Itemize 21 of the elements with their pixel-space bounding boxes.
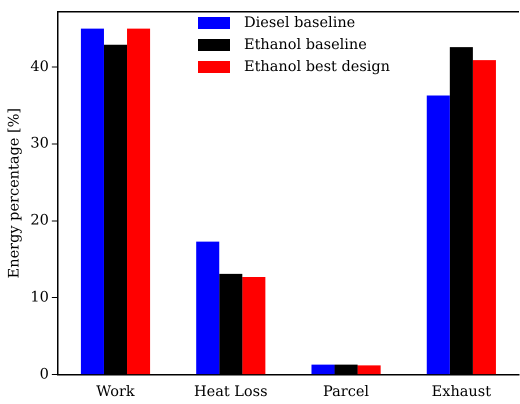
y-tick-label: 0	[40, 366, 49, 382]
y-tick-label: 40	[30, 58, 49, 75]
bar	[426, 96, 450, 374]
y-tick-label: 10	[30, 289, 49, 306]
bar	[127, 28, 150, 374]
x-tick-label: Parcel	[323, 384, 370, 400]
y-tick-label: 20	[30, 212, 49, 229]
bar	[311, 364, 335, 374]
x-tick-label: Work	[96, 384, 135, 400]
bar	[196, 242, 220, 374]
legend-label: Ethanol baseline	[244, 36, 367, 55]
x-tick-label: Heat Loss	[194, 384, 268, 400]
x-tick-label: Exhaust	[432, 384, 492, 400]
bar	[358, 365, 381, 374]
y-tick-label: 30	[30, 136, 49, 152]
y-axis-title: Energy percentage [%]	[6, 108, 22, 278]
bar	[472, 60, 496, 374]
bar	[80, 28, 104, 374]
bar	[242, 276, 266, 374]
legend-label: Diesel baseline	[244, 14, 356, 33]
legend-label: Ethanol best design	[244, 58, 390, 77]
